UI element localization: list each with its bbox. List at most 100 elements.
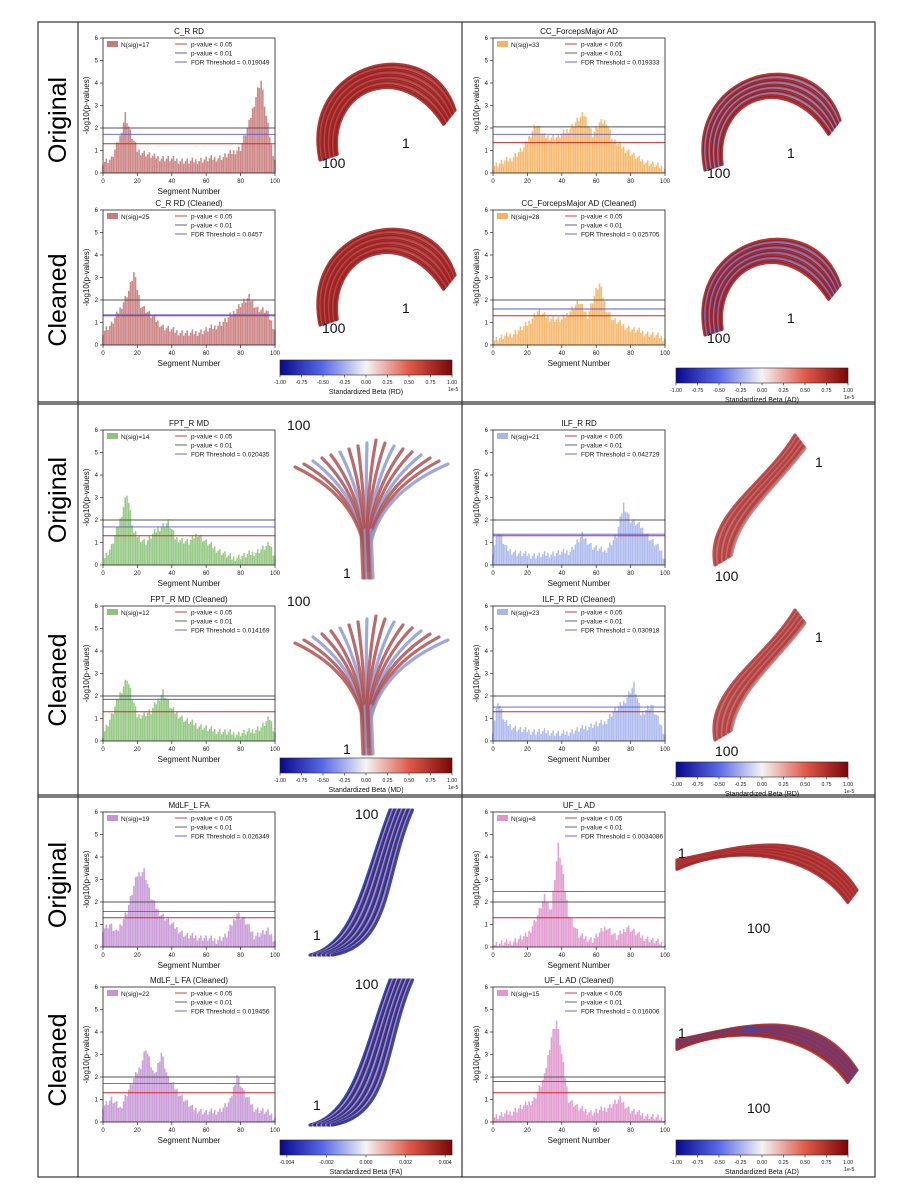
bar bbox=[260, 933, 262, 947]
bar bbox=[636, 523, 639, 565]
y-tick-label: 6 bbox=[95, 208, 99, 214]
bar bbox=[172, 327, 175, 345]
bar bbox=[121, 925, 123, 948]
bar bbox=[179, 932, 182, 947]
bar bbox=[244, 135, 247, 173]
bar bbox=[152, 1070, 154, 1122]
bar bbox=[184, 1100, 187, 1122]
bar bbox=[270, 320, 273, 345]
bar bbox=[119, 924, 121, 947]
colorbar-tick-label: 0.002 bbox=[399, 1160, 412, 1166]
x-tick-label: 60 bbox=[593, 179, 600, 185]
x-tick-label: 0 bbox=[101, 179, 105, 185]
bar bbox=[155, 1072, 157, 1122]
bar bbox=[653, 714, 656, 741]
bar bbox=[234, 1084, 237, 1123]
bar bbox=[660, 550, 663, 565]
bar bbox=[188, 723, 190, 741]
bar bbox=[262, 89, 264, 173]
bar bbox=[232, 1086, 235, 1122]
bar bbox=[523, 1105, 525, 1122]
bar bbox=[263, 934, 266, 947]
bar bbox=[262, 307, 264, 345]
bar bbox=[543, 311, 546, 345]
legend: N(sig)=22 p-value < 0.05p-value < 0.01FDR… bbox=[107, 990, 270, 1016]
segment-label-100: 100 bbox=[355, 806, 379, 822]
bar bbox=[136, 717, 139, 741]
fiber-bundle bbox=[729, 621, 807, 732]
bar bbox=[265, 721, 268, 741]
bar bbox=[250, 732, 252, 741]
bar bbox=[598, 548, 601, 565]
bar bbox=[152, 155, 154, 173]
bar bbox=[225, 734, 228, 741]
bar bbox=[184, 161, 187, 173]
x-tick-label: 80 bbox=[627, 1128, 634, 1134]
bar bbox=[107, 555, 109, 565]
bar bbox=[227, 317, 230, 345]
bar bbox=[177, 933, 180, 947]
fiber-bundle bbox=[359, 528, 365, 580]
y-tick-label: 6 bbox=[485, 208, 489, 214]
bar bbox=[201, 1114, 204, 1122]
bar bbox=[131, 138, 133, 173]
bar bbox=[566, 312, 568, 345]
bar bbox=[253, 733, 256, 741]
bar bbox=[514, 330, 517, 345]
bar bbox=[124, 679, 127, 741]
chart-title: C_R RD (Cleaned) bbox=[155, 199, 222, 208]
bar bbox=[554, 321, 556, 345]
bar bbox=[641, 935, 644, 947]
bar bbox=[662, 1120, 664, 1123]
bar bbox=[543, 893, 546, 947]
colorbar-label: Standardized Beta (MD) bbox=[328, 787, 403, 794]
bar bbox=[615, 145, 618, 173]
bar bbox=[193, 1110, 195, 1122]
bar bbox=[172, 922, 175, 947]
bar bbox=[146, 883, 149, 947]
bar bbox=[657, 1114, 659, 1122]
legend-entry: p-value < 0.01 bbox=[191, 825, 233, 832]
bar bbox=[526, 936, 529, 947]
bar bbox=[507, 943, 510, 947]
row-label-original: Original bbox=[44, 457, 72, 543]
bar bbox=[160, 694, 163, 741]
bar bbox=[253, 1111, 256, 1123]
y-tick-label: 3 bbox=[485, 276, 489, 282]
bar bbox=[167, 1076, 170, 1122]
bar bbox=[119, 518, 121, 565]
bar bbox=[146, 1053, 149, 1122]
bar bbox=[255, 729, 257, 741]
bar bbox=[165, 1072, 168, 1122]
bar-chart-3: C_R RD (Cleaned)0 20 40 60 80 1000123456Segme… bbox=[82, 199, 281, 368]
colorbar-exponent: 1e-5 bbox=[844, 395, 854, 401]
bar bbox=[585, 936, 587, 947]
x-tick-label: 0 bbox=[491, 953, 495, 959]
bar bbox=[559, 321, 561, 345]
bar bbox=[646, 705, 649, 741]
bar bbox=[533, 553, 535, 565]
bar bbox=[585, 116, 587, 173]
bar bbox=[579, 1108, 582, 1122]
bar bbox=[248, 924, 250, 947]
bar bbox=[134, 877, 137, 947]
bar bbox=[619, 930, 621, 947]
bar bbox=[270, 144, 273, 173]
colorbar-6: -1.00 -0.75 -0.50 -0.25 0.00 0.25 0.50 0.75 1.00… bbox=[670, 1139, 854, 1176]
bar bbox=[519, 550, 522, 565]
legend-swatch bbox=[107, 213, 118, 219]
bar bbox=[167, 519, 170, 565]
bar bbox=[126, 1096, 128, 1122]
bar bbox=[542, 901, 544, 947]
bar bbox=[600, 1106, 603, 1122]
y-tick-label: 6 bbox=[485, 36, 489, 42]
bar bbox=[658, 550, 661, 565]
y-tick-label: 1 bbox=[485, 321, 489, 327]
bar bbox=[258, 936, 261, 947]
bar bbox=[660, 725, 663, 741]
colorbar-gradient bbox=[279, 1139, 453, 1156]
legend: N(sig)=28 p-value < 0.05p-value < 0.01FDR… bbox=[497, 213, 660, 239]
x-tick-label: 60 bbox=[203, 747, 210, 753]
y-tick-label: 5 bbox=[95, 1008, 99, 1014]
segment-label-1: 1 bbox=[678, 845, 686, 861]
